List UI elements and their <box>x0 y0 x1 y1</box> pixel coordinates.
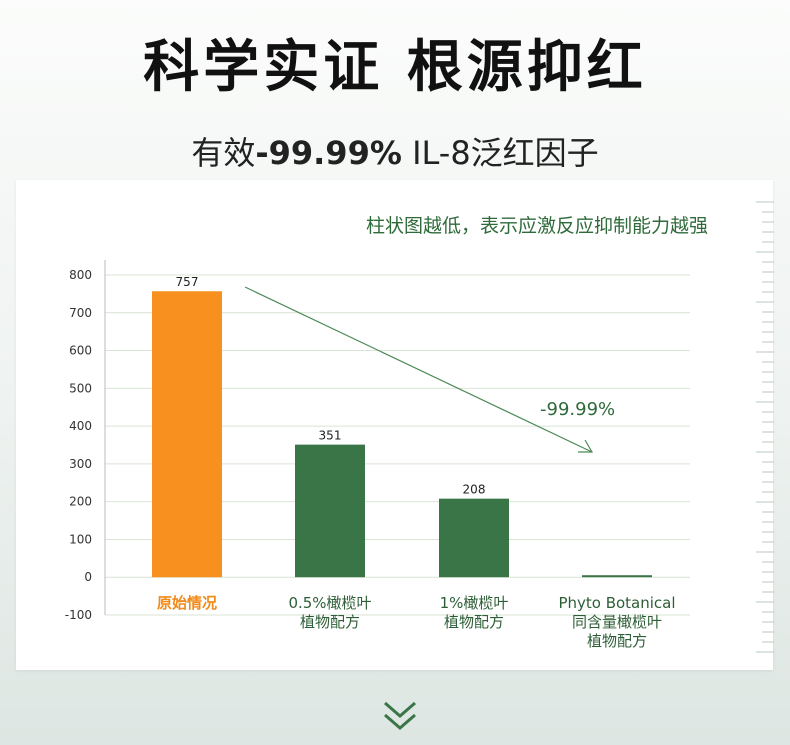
reduction-annotation: -99.99% <box>540 399 615 420</box>
bar <box>582 575 652 578</box>
page-title: 科学实证 根源抑红 <box>143 35 647 100</box>
y-tick-label: 700 <box>69 306 92 320</box>
x-tick-label: 植物配方 <box>444 613 504 631</box>
trend-arrow-line <box>244 286 593 453</box>
x-tick-label: Phyto Botanical <box>558 594 675 612</box>
data-label: 351 <box>319 429 342 443</box>
subtitle-suffix: IL-8泛红因子 <box>401 134 599 172</box>
y-tick-label: 400 <box>69 419 92 433</box>
ruler-decoration <box>756 201 774 653</box>
bar <box>439 498 509 578</box>
y-tick-label: 100 <box>69 532 92 546</box>
y-tick-label: 300 <box>69 457 92 471</box>
y-tick-label: 600 <box>69 344 92 358</box>
y-tick-label: 800 <box>69 268 92 282</box>
trend-arrow-head <box>578 439 594 453</box>
data-label: 757 <box>176 275 199 289</box>
x-tick-label: 植物配方 <box>587 632 647 650</box>
chart-note: 柱状图越低，表示应激反应抑制能力越强 <box>365 215 708 237</box>
x-tick-label: 同含量橄榄叶 <box>572 613 662 631</box>
double-chevron-down-icon <box>384 701 416 730</box>
x-tick-label: 原始情况 <box>157 594 217 612</box>
subtitle-prefix: 有效 <box>191 134 256 172</box>
subtitle-value: -99.99% <box>255 134 402 172</box>
x-tick-label: 1%橄榄叶 <box>440 594 509 612</box>
x-tick-label: 植物配方 <box>300 613 360 631</box>
y-tick-label: -100 <box>65 608 92 622</box>
y-tick-label: 200 <box>69 495 92 509</box>
bar <box>295 444 365 578</box>
x-tick-label: 0.5%橄榄叶 <box>288 594 371 612</box>
bar <box>152 291 222 578</box>
chart-card <box>16 180 773 670</box>
data-label: 208 <box>463 483 486 497</box>
page-subtitle: 有效-99.99% IL-8泛红因子 <box>0 128 790 174</box>
y-tick-label: 500 <box>69 381 92 395</box>
y-tick-label: 0 <box>84 570 92 584</box>
